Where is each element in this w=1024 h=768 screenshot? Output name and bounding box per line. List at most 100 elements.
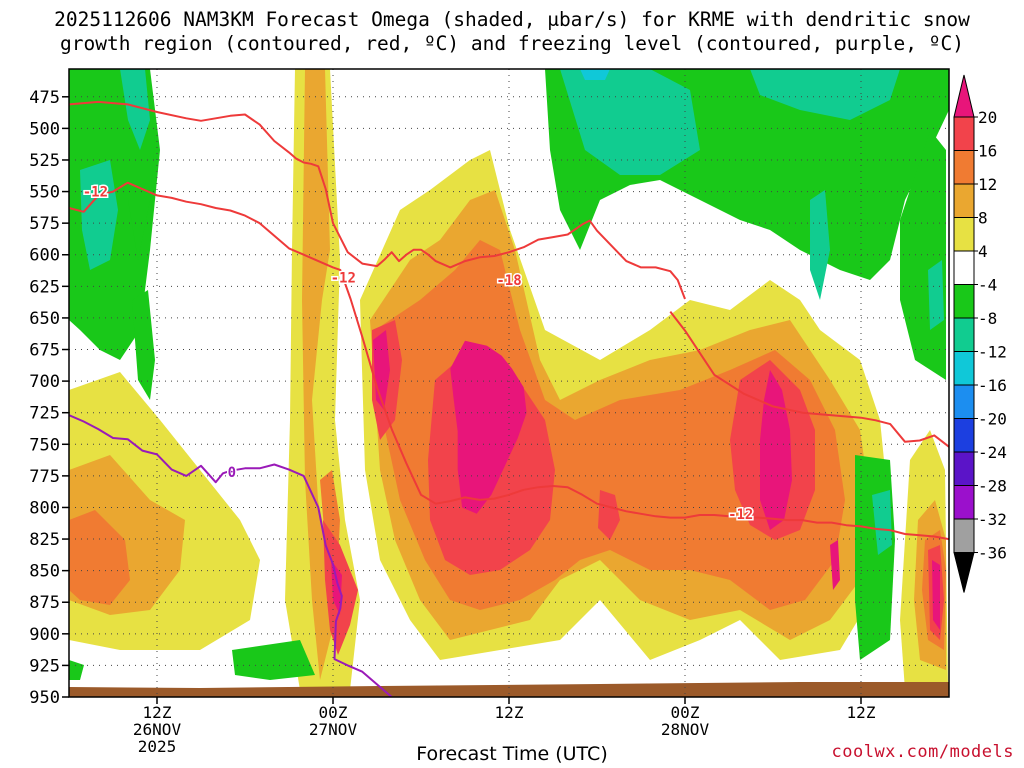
chart-title-line-1: 2025112606 NAM3KM Forecast Omega (shaded…: [54, 8, 970, 31]
contour-label: -12: [83, 185, 108, 201]
omega-shade-region: [830, 540, 840, 590]
colorbar-swatch: [953, 250, 975, 285]
omega-core-region: [450, 340, 527, 514]
contour-series-line: [69, 100, 686, 300]
colorbar-swatch: [953, 217, 975, 252]
contour-lines-layer: [69, 100, 949, 697]
omega-shade-region: [120, 69, 150, 150]
colorbar-label: 20: [978, 108, 997, 127]
omega-shade-region: [69, 660, 84, 680]
contour-series-line: [69, 414, 393, 697]
colorbar-label: -36: [978, 544, 1007, 563]
colorbar-label: -32: [978, 510, 1007, 529]
y-tick-label: 925: [29, 656, 60, 676]
omega-shade-region: [69, 682, 949, 697]
y-tick-label: 725: [29, 404, 60, 424]
x-tick-label: 00Z: [671, 703, 700, 722]
omega-shade-region: [932, 560, 940, 630]
omega-shade-region: [331, 560, 342, 615]
x-tick-label: 12Z: [847, 703, 876, 722]
colorbar-label: -28: [978, 477, 1007, 496]
x-tick-label: 12Z: [495, 703, 524, 722]
contour-series-line: [669, 310, 949, 448]
colorbar-swatch: [953, 384, 975, 419]
colorbar-swatch: [953, 518, 975, 553]
y-tick-label: 875: [29, 593, 60, 613]
colorbar-label: -20: [978, 410, 1007, 429]
omega-shading-layer: [69, 69, 949, 697]
x-tick-label: 00Z: [319, 703, 348, 722]
colorbar-label: 4: [978, 242, 988, 261]
omega-shade-region: [80, 160, 118, 270]
y-tick-label: 850: [29, 562, 60, 582]
y-tick-label: 600: [29, 246, 60, 266]
credit-link[interactable]: coolwx.com/models: [831, 742, 1014, 762]
y-tick-label: 550: [29, 183, 60, 203]
colorbar-swatch: [953, 183, 975, 218]
y-tick-label: 500: [29, 119, 60, 139]
x-tick-label: 28NOV: [661, 720, 710, 739]
colorbar-swatch: [953, 451, 975, 486]
x-axis-label: Forecast Time (UTC): [416, 743, 608, 765]
colorbar-label: -12: [978, 343, 1007, 362]
omega-shade-region: [232, 640, 315, 680]
x-tick-label: 2025: [138, 737, 177, 756]
colorbar-label: 12: [978, 175, 997, 194]
colorbar-swatch: [953, 150, 975, 185]
contour-labels-layer: -12 -12 -18 -12 0: [81, 183, 755, 524]
contour-label: -12: [728, 507, 753, 523]
omega-shade-region: [302, 69, 335, 680]
y-tick-label: 700: [29, 372, 60, 392]
colorbar-swatch: [953, 317, 975, 352]
omega-shade-region: [872, 490, 892, 555]
colorbar-swatch: [953, 116, 975, 151]
colorbar-lower-arrow: [953, 552, 975, 593]
colorbar-swatch: [953, 351, 975, 386]
colorbar-label: -16: [978, 376, 1007, 395]
x-tick-label: 12Z: [143, 703, 172, 722]
y-tick-label: 650: [29, 309, 60, 329]
y-tick-label: 675: [29, 341, 60, 361]
omega-shade-region: [69, 510, 130, 605]
y-tick-label: 950: [29, 688, 60, 708]
y-tick-label: 775: [29, 467, 60, 487]
y-tick-label: 475: [29, 88, 60, 108]
omega-shade-region: [760, 370, 792, 530]
y-tick-label: 625: [29, 277, 60, 297]
contour-series-line: [69, 181, 949, 541]
omega-shade-region: [810, 190, 830, 300]
colorbar-swatch: [953, 418, 975, 453]
colorbar-upper-arrow: [953, 74, 975, 118]
omega-shade-region: [855, 455, 895, 660]
omega-shade-region: [928, 260, 944, 330]
colorbar-swatch: [953, 485, 975, 520]
y-tick-label: 575: [29, 214, 60, 234]
colorbar: 20 16 12 8 4 -4 -8 -12 -16 -20 -24 -28 -32 -36: [953, 74, 1007, 593]
contour-label: -12: [331, 270, 356, 286]
omega-shade-region: [580, 69, 610, 80]
colorbar-label: 8: [978, 209, 988, 228]
omega-shade-region: [132, 290, 155, 400]
y-tick-label: 525: [29, 151, 60, 171]
y-tick-label: 800: [29, 498, 60, 518]
x-tick-label: 27NOV: [309, 720, 358, 739]
y-tick-label: 750: [29, 435, 60, 455]
chart-title-line-2: growth region (contoured, red, ºC) and f…: [60, 32, 964, 55]
omega-shade-region: [598, 490, 620, 540]
y-tick-label: 825: [29, 530, 60, 550]
colorbar-label: -4: [978, 276, 997, 295]
contour-label: -18: [496, 273, 521, 289]
colorbar-label: -24: [978, 443, 1007, 462]
omega-shade-region: [560, 69, 700, 175]
omega-shade-region: [750, 69, 900, 120]
colorbar-label: -8: [978, 309, 997, 328]
contour-label: 0: [228, 465, 236, 481]
y-axis: 475 500 525 550 575 600 625 650 675 700 725 750 775 8…: [29, 88, 69, 708]
colorbar-label: 16: [978, 142, 997, 161]
colorbar-swatch: [953, 284, 975, 319]
y-tick-label: 900: [29, 625, 60, 645]
x-tick-label: 26NOV: [133, 720, 182, 739]
